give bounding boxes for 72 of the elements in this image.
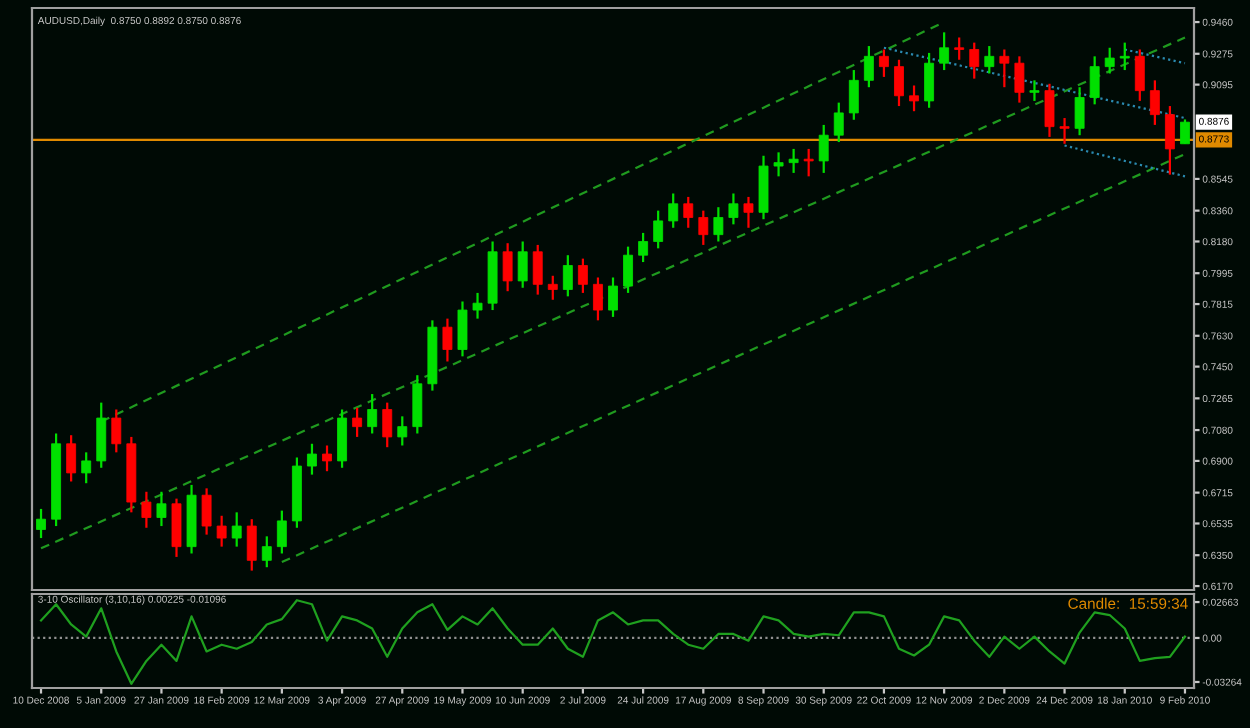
candlestick — [36, 507, 46, 540]
candlestick — [623, 245, 633, 295]
candlestick — [216, 514, 227, 548]
candlestick — [788, 147, 799, 175]
candlestick — [833, 101, 844, 144]
candlestick — [999, 48, 1010, 89]
candlestick — [502, 242, 513, 293]
candlestick — [1134, 48, 1145, 103]
candlestick — [81, 451, 92, 485]
candlestick — [848, 68, 859, 121]
candlestick — [1149, 79, 1160, 127]
candlestick — [577, 257, 588, 295]
candlestick — [1074, 86, 1085, 137]
candlestick — [1164, 104, 1175, 176]
candlestick — [382, 401, 393, 449]
candlestick — [472, 291, 483, 320]
candlestick — [954, 36, 965, 61]
candlestick — [352, 406, 363, 439]
candlestick — [1029, 79, 1040, 103]
candlestick — [397, 415, 408, 447]
candlestick — [201, 487, 212, 536]
candlestick — [111, 408, 122, 454]
candlestick — [171, 497, 182, 559]
candlestick — [728, 192, 739, 226]
candlestick — [1044, 82, 1055, 139]
candlestick — [276, 509, 287, 555]
candlestick — [984, 44, 995, 75]
candlestick — [743, 195, 754, 229]
candlestick — [96, 401, 107, 469]
candlestick — [894, 58, 904, 108]
candlestick — [457, 300, 468, 358]
candlestick — [698, 209, 709, 247]
candlestick — [322, 444, 332, 473]
candlestick — [909, 84, 919, 113]
candlestick — [803, 147, 814, 178]
line-series — [39, 599, 1187, 685]
candlestick — [141, 490, 152, 529]
candlestick — [818, 123, 829, 175]
candlestick — [307, 442, 317, 476]
candlestick — [231, 511, 242, 548]
candlestick — [337, 408, 347, 469]
candlestick — [1014, 55, 1025, 104]
candlestick — [261, 535, 272, 569]
candlestick — [924, 51, 935, 109]
candlestick — [758, 154, 769, 221]
candlestick — [156, 490, 167, 528]
candlestick — [246, 518, 257, 572]
candlestick — [1104, 46, 1115, 75]
candlestick — [608, 276, 618, 319]
candlestick — [412, 374, 423, 435]
candlestick — [562, 254, 573, 298]
candlestick — [367, 392, 378, 435]
candlestick — [1119, 41, 1130, 72]
candlestick — [593, 276, 603, 322]
candlestick — [969, 41, 980, 80]
candlestick — [653, 209, 664, 250]
candlestick — [66, 434, 77, 483]
candlestick — [863, 44, 874, 89]
candlestick — [1059, 116, 1070, 145]
candlestick — [532, 243, 543, 296]
candlestick — [547, 274, 558, 301]
candlestick — [638, 231, 649, 264]
candlestick — [517, 240, 528, 289]
candlestick — [442, 317, 453, 363]
candlestick — [773, 151, 784, 178]
candlestick — [939, 31, 950, 72]
candlestick — [683, 195, 694, 229]
candlestick — [879, 48, 889, 79]
candlestick — [713, 206, 724, 243]
candlestick — [1089, 55, 1100, 106]
candlestick — [1180, 118, 1190, 145]
candlestick — [668, 192, 679, 229]
